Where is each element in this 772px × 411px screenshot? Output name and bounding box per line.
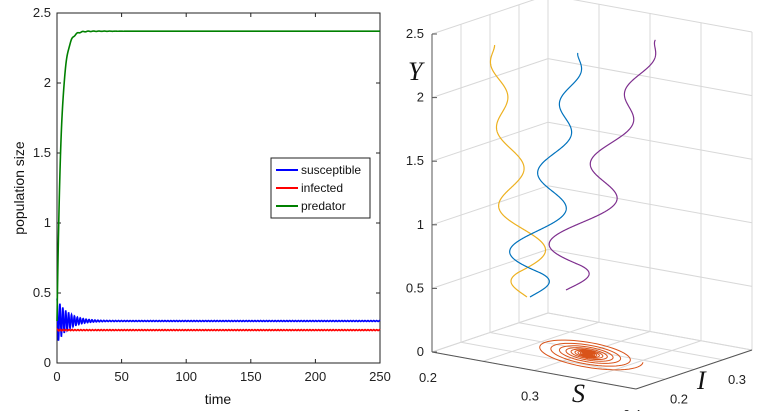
series-line-susceptible — [56, 298, 381, 341]
y-tick-label: 1 — [44, 215, 51, 230]
x-tick-label: 250 — [369, 369, 391, 384]
z-tick-label: 0 — [417, 344, 424, 359]
side-wall-grid-line — [431, 58, 549, 99]
side-wall-grid-line — [431, 185, 549, 226]
legend-label-susceptible: susceptible — [301, 163, 361, 177]
side-wall-grid-line — [431, 121, 549, 162]
legend: susceptible infected predator — [270, 157, 371, 219]
y-axis-label: population size — [11, 141, 27, 235]
side-wall-grid-line — [431, 248, 549, 289]
x-tick-label: 200 — [305, 369, 327, 384]
floor-projection-spiral — [539, 339, 644, 371]
y-tick-label: 1.5 — [33, 145, 51, 160]
z-tick-label: 2 — [417, 90, 424, 105]
back-wall-grid-line — [547, 121, 753, 160]
phase-space-3d-chart: 0 0.5 1 1.5 2 2.5 0.2 0.3 0.4 0.2 0.3 Y S I — [406, 0, 753, 411]
x-axis-label: time — [205, 391, 232, 407]
back-wall-grid-line — [547, 58, 753, 97]
x-tick-label: 0 — [53, 369, 60, 384]
z-tick-label: 1 — [417, 217, 424, 232]
y-tick-label: 0 — [44, 355, 51, 370]
z-tick-label: 2.5 — [406, 26, 424, 41]
x-tick-label: 50 — [114, 369, 128, 384]
legend-label-infected: infected — [301, 181, 343, 195]
axis-edge-s — [431, 351, 637, 390]
series-line-predator — [56, 30, 380, 322]
axes-box-3d — [431, 34, 753, 390]
x-tick-label: 100 — [175, 369, 197, 384]
trajectory-2 — [509, 52, 583, 298]
s-tick-label: 0.3 — [521, 389, 539, 404]
back-wall-grid-line — [572, 0, 753, 33]
y-tick-label: 0.5 — [33, 285, 51, 300]
s-tick-label: 0.4 — [623, 407, 641, 411]
axis-edge-i — [635, 349, 753, 390]
side-wall-grid-line — [431, 312, 549, 353]
back-wall-grid-line — [547, 185, 753, 224]
side-wall-grid-line — [431, 0, 535, 35]
time-series-chart: 0 50 100 150 200 250 0 0.5 1 1.5 2 2.5 time popula… — [11, 5, 391, 407]
x-axis-label-3d: S — [572, 379, 585, 408]
y-tick-label: 2.5 — [33, 5, 51, 20]
y-axis-label-3d: I — [696, 366, 707, 395]
series-line-infected — [56, 328, 381, 332]
back-wall-grid-line — [547, 248, 753, 287]
z-tick-label: 1.5 — [406, 153, 424, 168]
floor-grid-line — [460, 341, 666, 380]
floor-grid-line — [518, 322, 724, 361]
trajectory-3 — [548, 39, 657, 291]
i-tick-label: 0.3 — [728, 372, 746, 387]
grid-3d — [431, 0, 753, 390]
s-tick-label: 0.2 — [419, 370, 437, 385]
i-tick-label: 0.2 — [670, 391, 688, 406]
x-tick-label: 150 — [240, 369, 262, 384]
y-tick-label: 2 — [44, 75, 51, 90]
trajectory-1 — [489, 44, 547, 298]
z-tick-label: 0.5 — [406, 280, 424, 295]
z-axis-label: Y — [408, 57, 425, 86]
back-wall-grid-line — [547, 312, 753, 351]
legend-label-predator: predator — [301, 199, 346, 213]
